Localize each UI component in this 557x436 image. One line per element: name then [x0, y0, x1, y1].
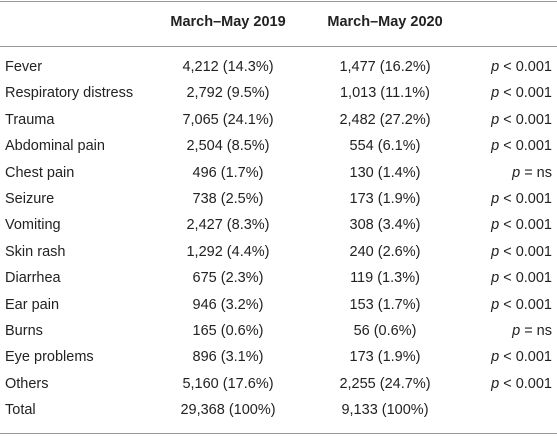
cell-value: 554 (6.1%) — [349, 138, 421, 155]
column-header: March–May 2019 — [170, 14, 286, 30]
p-symbol: p — [491, 296, 500, 313]
p-symbol: p — [491, 111, 500, 128]
p-value: p = ns — [512, 321, 552, 341]
cell-value: 1,477 (16.2%) — [339, 59, 431, 75]
cell-value: 2,482 (27.2%) — [339, 111, 431, 128]
cell-value: 896 (3.1%) — [192, 349, 264, 366]
p-relation: < 0.001 — [503, 111, 552, 128]
top-rule — [0, 1, 557, 2]
p-value: p = ns — [512, 163, 552, 183]
p-relation: < 0.001 — [503, 191, 552, 207]
row-label: Others — [5, 375, 49, 392]
row-label: Chest pain — [5, 164, 75, 181]
row-label: Skin rash — [5, 243, 66, 260]
row-label: Ear pain — [5, 296, 60, 313]
p-relation: < 0.001 — [503, 59, 552, 75]
cell-value: 2,504 (8.5%) — [186, 138, 270, 155]
p-value: p < 0.001 — [491, 242, 552, 262]
p-relation: < 0.001 — [503, 243, 552, 260]
p-relation: < 0.001 — [503, 296, 552, 313]
cell-value: 5,160 (17.6%) — [182, 375, 274, 392]
p-value: p < 0.001 — [491, 110, 552, 130]
cell-value: 130 (1.4%) — [349, 164, 421, 181]
p-relation: < 0.001 — [503, 375, 552, 392]
row-label: Abdominal pain — [5, 138, 105, 155]
p-relation: = ns — [524, 323, 552, 339]
bottom-rule — [0, 433, 557, 434]
cell-value: 308 (3.4%) — [349, 217, 421, 234]
cell-value: 946 (3.2%) — [192, 296, 264, 313]
row-label: Vomiting — [5, 217, 61, 234]
cell-value: 56 (0.6%) — [353, 323, 417, 339]
cell-value: 2,792 (9.5%) — [186, 85, 270, 102]
cell-value: 1,013 (11.1%) — [339, 85, 431, 102]
p-symbol: p — [491, 243, 500, 260]
cell-value: 173 (1.9%) — [349, 191, 421, 207]
p-value: p < 0.001 — [491, 215, 552, 235]
cell-value: 4,212 (14.3%) — [182, 59, 274, 75]
p-symbol: p — [491, 217, 500, 234]
row-label: Fever — [5, 59, 43, 75]
p-relation: < 0.001 — [503, 138, 552, 155]
cell-value: 2,427 (8.3%) — [186, 217, 270, 234]
header-rule — [0, 46, 557, 47]
p-symbol: p — [491, 138, 500, 155]
p-relation: = ns — [524, 164, 552, 181]
p-value: p < 0.001 — [491, 189, 552, 209]
cell-value: 738 (2.5%) — [192, 191, 264, 207]
cell-value: 2,255 (24.7%) — [339, 375, 431, 392]
row-label: Burns — [5, 323, 43, 339]
p-value: p < 0.001 — [491, 83, 552, 103]
row-label: Diarrhea — [5, 270, 61, 287]
p-symbol: p — [512, 323, 521, 339]
p-relation: < 0.001 — [503, 349, 552, 366]
p-symbol: p — [491, 85, 500, 102]
cell-value: 240 (2.6%) — [349, 243, 421, 260]
p-symbol: p — [512, 164, 521, 181]
p-relation: < 0.001 — [503, 217, 552, 234]
cell-value: 165 (0.6%) — [192, 323, 264, 339]
cell-value: 173 (1.9%) — [349, 349, 421, 366]
p-relation: < 0.001 — [503, 270, 552, 287]
p-value: p < 0.001 — [491, 57, 552, 77]
p-value: p < 0.001 — [491, 295, 552, 315]
cell-value: 7,065 (24.1%) — [182, 111, 274, 128]
p-symbol: p — [491, 375, 500, 392]
p-value: p < 0.001 — [491, 136, 552, 156]
p-symbol: p — [491, 270, 500, 287]
cell-value: 675 (2.3%) — [192, 270, 264, 287]
row-label: Trauma — [5, 111, 55, 128]
p-value: p < 0.001 — [491, 268, 552, 288]
row-label: Total — [5, 402, 36, 419]
p-symbol: p — [491, 59, 500, 75]
row-label: Seizure — [5, 191, 55, 207]
row-label: Respiratory distress — [5, 85, 134, 102]
cell-value: 153 (1.7%) — [349, 296, 421, 313]
cell-value: 29,368 (100%) — [180, 402, 276, 419]
cell-value: 1,292 (4.4%) — [186, 243, 270, 260]
cell-value: 119 (1.3%) — [350, 270, 420, 287]
cell-value: 496 (1.7%) — [192, 164, 264, 181]
cell-value: 9,133 (100%) — [341, 402, 429, 419]
p-relation: < 0.001 — [503, 85, 552, 102]
column-header: March–May 2020 — [327, 14, 443, 30]
p-value: p < 0.001 — [491, 347, 552, 367]
p-symbol: p — [491, 349, 500, 366]
p-symbol: p — [491, 191, 500, 207]
p-value: p < 0.001 — [491, 374, 552, 394]
row-label: Eye problems — [5, 349, 94, 366]
